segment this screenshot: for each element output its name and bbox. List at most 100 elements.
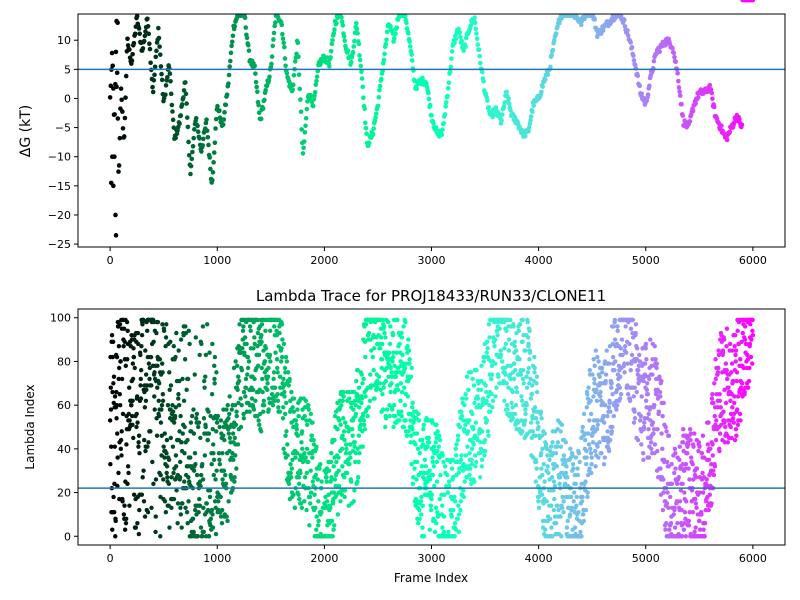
lambda-point bbox=[356, 385, 362, 390]
lambda-point bbox=[214, 420, 220, 425]
delta-g-point bbox=[359, 69, 364, 75]
delta-g-point bbox=[140, 46, 146, 51]
delta-g-point bbox=[221, 117, 227, 122]
delta-g-point bbox=[213, 116, 219, 122]
x-tick-label: 2000 bbox=[310, 254, 338, 267]
lambda-point bbox=[742, 389, 747, 395]
lambda-point bbox=[111, 381, 116, 386]
lambda-point bbox=[281, 405, 286, 410]
lambda-title: Lambda Trace for PROJ18433/RUN33/CLONE11 bbox=[256, 287, 606, 305]
lambda-point bbox=[201, 416, 207, 421]
lambda-point bbox=[342, 437, 347, 443]
delta-g-point bbox=[252, 63, 258, 69]
lambda-point bbox=[133, 525, 139, 530]
lambda-point bbox=[135, 330, 141, 336]
x-tick-label: 3000 bbox=[418, 254, 446, 267]
lambda-point bbox=[592, 448, 598, 454]
lambda-point bbox=[453, 446, 458, 452]
lambda-point bbox=[166, 457, 172, 462]
lambda-point bbox=[735, 328, 740, 334]
delta-g-point bbox=[366, 140, 372, 146]
lambda-point bbox=[234, 413, 239, 419]
lambda-point bbox=[468, 370, 474, 375]
delta-g-point bbox=[109, 50, 115, 56]
lambda-point bbox=[646, 376, 652, 382]
lambda-point bbox=[631, 420, 637, 425]
delta-g-point bbox=[112, 112, 117, 117]
delta-g-point bbox=[334, 20, 339, 26]
lambda-point bbox=[186, 499, 191, 504]
lambda-point bbox=[205, 437, 211, 443]
lambda-point bbox=[648, 337, 653, 342]
lambda-point bbox=[194, 472, 200, 478]
lambda-point bbox=[263, 346, 269, 351]
lambda-point bbox=[541, 461, 546, 467]
lambda-point bbox=[527, 357, 532, 362]
lambda-point bbox=[470, 376, 475, 382]
lambda-point bbox=[219, 520, 225, 526]
delta-g-point bbox=[440, 127, 445, 133]
lambda-point bbox=[575, 466, 580, 471]
lambda-point bbox=[628, 326, 634, 331]
delta-g-point bbox=[672, 54, 677, 60]
lambda-point bbox=[474, 459, 479, 465]
lambda-point bbox=[267, 328, 273, 334]
lambda-point bbox=[419, 464, 425, 469]
delta-g-point bbox=[129, 58, 135, 63]
lambda-point bbox=[163, 335, 169, 340]
delta-g-point bbox=[448, 64, 454, 70]
delta-g-point bbox=[150, 89, 156, 95]
delta-g-point bbox=[168, 78, 173, 84]
lambda-point bbox=[388, 324, 393, 329]
delta-g-point bbox=[308, 92, 313, 98]
delta-g-point bbox=[279, 22, 285, 28]
lambda-point bbox=[467, 451, 472, 456]
lambda-point bbox=[553, 451, 559, 456]
lambda-point bbox=[251, 346, 256, 351]
lambda-point bbox=[440, 453, 445, 458]
y-tick-label: −10 bbox=[48, 151, 71, 164]
lambda-point bbox=[236, 378, 242, 384]
lambda-point bbox=[407, 357, 412, 362]
lambda-point bbox=[331, 464, 337, 469]
lambda-point bbox=[118, 402, 123, 408]
lambda-point bbox=[643, 341, 649, 347]
lambda-point bbox=[383, 378, 389, 384]
delta-g-point bbox=[407, 44, 413, 49]
lambda-point bbox=[121, 343, 126, 349]
delta-g-point bbox=[292, 59, 298, 64]
lambda-point bbox=[188, 455, 193, 460]
delta-g-point bbox=[224, 92, 230, 97]
lambda-point bbox=[481, 359, 486, 364]
lambda-point bbox=[737, 411, 743, 417]
lambda-point bbox=[178, 337, 184, 342]
lambda-point bbox=[534, 389, 540, 395]
delta-g-point bbox=[147, 46, 153, 52]
lambda-point bbox=[601, 420, 607, 425]
lambda-point bbox=[408, 374, 414, 379]
delta-g-point bbox=[680, 113, 686, 118]
lambda-point bbox=[644, 387, 650, 393]
lambda-point bbox=[429, 496, 434, 502]
lambda-point bbox=[587, 367, 593, 373]
lambda-point bbox=[534, 466, 539, 471]
lambda-point bbox=[716, 365, 721, 371]
lambda-point bbox=[136, 531, 142, 537]
lambda-point bbox=[335, 512, 341, 517]
lambda-point bbox=[629, 352, 635, 358]
delta-g-point bbox=[373, 115, 378, 120]
delta-g-point bbox=[165, 74, 170, 80]
lambda-point bbox=[436, 444, 441, 449]
lambda-point bbox=[277, 374, 283, 379]
lambda-point bbox=[395, 383, 400, 388]
lambda-point bbox=[664, 501, 670, 506]
lambda-point bbox=[686, 466, 691, 471]
delta-g-point bbox=[141, 38, 147, 44]
lambda-point bbox=[298, 501, 304, 506]
lambda-point bbox=[462, 402, 467, 408]
lambda-point bbox=[660, 413, 665, 419]
delta-g-point bbox=[314, 78, 319, 84]
delta-g-point bbox=[158, 64, 164, 69]
lambda-point bbox=[636, 367, 641, 373]
delta-g-point bbox=[473, 26, 479, 32]
